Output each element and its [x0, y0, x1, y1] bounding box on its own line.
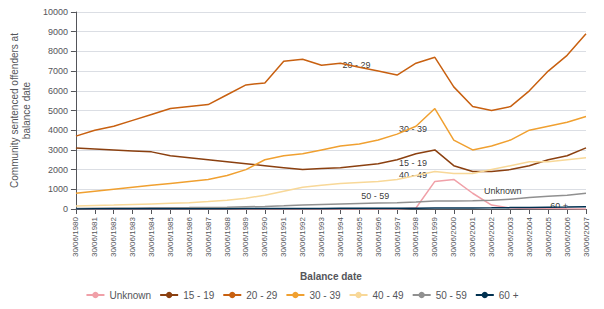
svg-text:30/06/2005: 30/06/2005: [544, 216, 553, 257]
svg-text:30/06/1991: 30/06/1991: [279, 216, 288, 257]
svg-text:30/06/2003: 30/06/2003: [506, 216, 515, 257]
svg-text:30/06/2001: 30/06/2001: [468, 216, 477, 257]
svg-text:40 - 49: 40 - 49: [373, 290, 405, 301]
svg-text:30/06/1988: 30/06/1988: [223, 216, 232, 257]
svg-text:30/06/2007: 30/06/2007: [582, 216, 591, 257]
svg-text:20 - 29: 20 - 29: [342, 60, 371, 71]
svg-text:30/06/1980: 30/06/1980: [71, 216, 80, 257]
svg-text:30/06/1997: 30/06/1997: [393, 216, 402, 257]
svg-text:30 - 39: 30 - 39: [399, 124, 427, 134]
svg-text:30/06/1996: 30/06/1996: [374, 216, 383, 257]
svg-text:30/06/1999: 30/06/1999: [430, 216, 439, 257]
svg-text:40 - 49: 40 - 49: [399, 170, 428, 181]
svg-text:30 - 39: 30 - 39: [309, 290, 341, 301]
svg-text:60 +: 60 +: [550, 201, 568, 211]
svg-text:4000: 4000: [48, 125, 68, 135]
svg-text:30/06/1985: 30/06/1985: [166, 216, 175, 257]
svg-text:1000: 1000: [48, 184, 68, 194]
svg-text:30/06/1994: 30/06/1994: [336, 216, 345, 257]
svg-text:50 - 59: 50 - 59: [436, 290, 468, 301]
svg-text:30/06/1982: 30/06/1982: [109, 216, 118, 257]
svg-text:30/06/2004: 30/06/2004: [525, 216, 534, 257]
svg-text:30/06/1983: 30/06/1983: [128, 216, 137, 257]
svg-text:60 +: 60 +: [499, 290, 519, 301]
svg-text:7000: 7000: [48, 66, 68, 76]
svg-text:balance date: balance date: [21, 81, 32, 139]
svg-text:15 - 19: 15 - 19: [183, 290, 215, 301]
svg-text:10000: 10000: [43, 7, 68, 17]
svg-text:30/06/1998: 30/06/1998: [411, 216, 420, 257]
svg-text:Unknown: Unknown: [484, 186, 522, 196]
svg-text:30/06/1984: 30/06/1984: [147, 216, 156, 257]
svg-text:30/06/2000: 30/06/2000: [449, 216, 458, 257]
svg-text:30/06/1990: 30/06/1990: [260, 216, 269, 257]
svg-text:50 - 59: 50 - 59: [361, 191, 389, 201]
svg-text:30/06/1989: 30/06/1989: [241, 216, 250, 257]
svg-text:30/06/1993: 30/06/1993: [317, 216, 326, 257]
svg-text:8000: 8000: [48, 46, 68, 56]
svg-text:20 - 29: 20 - 29: [246, 290, 278, 301]
svg-text:30/06/1987: 30/06/1987: [204, 216, 213, 257]
svg-text:30/06/1981: 30/06/1981: [90, 216, 99, 257]
svg-text:30/06/1986: 30/06/1986: [185, 216, 194, 257]
svg-text:3000: 3000: [48, 145, 68, 155]
svg-text:30/06/1992: 30/06/1992: [298, 216, 307, 257]
svg-text:15 - 19: 15 - 19: [399, 158, 427, 168]
svg-text:30/06/2002: 30/06/2002: [487, 216, 496, 257]
svg-text:30/06/2006: 30/06/2006: [563, 216, 572, 257]
svg-text:Community sentenced offenders: Community sentenced offenders at: [9, 33, 20, 188]
svg-text:9000: 9000: [48, 27, 68, 37]
svg-text:Unknown: Unknown: [109, 290, 151, 301]
svg-text:6000: 6000: [48, 86, 68, 96]
svg-text:0: 0: [63, 204, 68, 214]
svg-text:5000: 5000: [48, 106, 68, 116]
svg-text:Balance date: Balance date: [300, 271, 362, 282]
svg-text:30/06/1995: 30/06/1995: [355, 216, 364, 257]
svg-text:2000: 2000: [48, 165, 68, 175]
